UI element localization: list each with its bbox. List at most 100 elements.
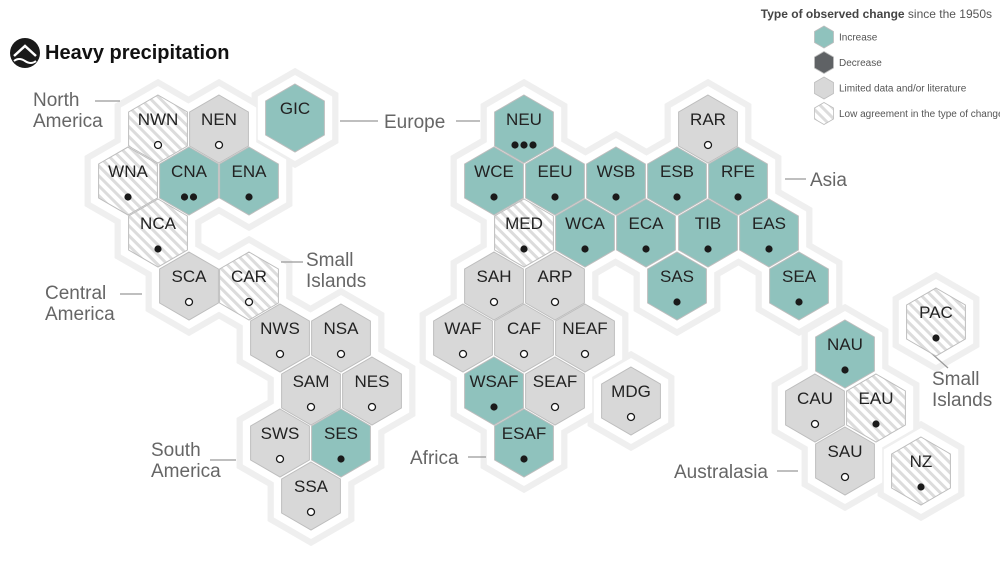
region-label-australasia: Australasia <box>674 462 768 483</box>
hex-shape <box>464 146 524 216</box>
hex-shape <box>785 373 845 443</box>
hex-code-label: WNA <box>108 162 148 181</box>
region-label-south-america: South America <box>151 440 221 482</box>
hex-shape <box>281 356 341 426</box>
hex-code-label: CAU <box>797 389 833 408</box>
hex-code-label: PAC <box>919 303 953 322</box>
hex-shape <box>219 146 279 216</box>
region-hex-sah: SAH <box>464 251 524 321</box>
confidence-marker-none <box>153 140 163 150</box>
hex-shape <box>846 373 906 443</box>
hex-shape <box>678 198 738 268</box>
region-label-small-islands-pacific: Small Islands <box>932 369 992 411</box>
region-label-asia: Asia <box>810 170 847 191</box>
hex-code-label: MDG <box>611 382 651 401</box>
region-hex-nes: NES <box>342 356 402 426</box>
hex-code-label: ENA <box>232 162 268 181</box>
region-hex-sws: SWS <box>250 408 310 478</box>
confidence-dot <box>154 245 162 253</box>
region-hex-esb: ESB <box>647 146 707 216</box>
hex-shape <box>601 366 661 436</box>
hex-shape <box>159 146 219 216</box>
hex-code-label: SAU <box>828 442 863 461</box>
hex-code-label: RAR <box>690 110 726 129</box>
legend-label: Limited data and/or literature <box>839 84 967 95</box>
region-hex-neaf: NEAF <box>555 303 615 373</box>
region-hex-nen: NEN <box>189 94 249 164</box>
region-hex-neu: NEU <box>494 94 554 164</box>
confidence-dot <box>673 298 681 306</box>
region-hex-tib: TIB <box>678 198 738 268</box>
region-label-line: South <box>151 440 201 461</box>
confidence-marker-none <box>626 412 636 422</box>
region-label-line: America <box>33 111 103 132</box>
confidence-dot <box>704 245 712 253</box>
region-label-central-america: Central America <box>45 283 115 325</box>
hex-code-label: RFE <box>721 162 755 181</box>
region-hex-sca: SCA <box>159 251 219 321</box>
confidence-marker-none <box>367 402 377 412</box>
legend: Type of observed change since the 1950s … <box>761 7 1000 125</box>
region-label-line: Small <box>306 250 354 271</box>
region-hex-seaf: SEAF <box>525 356 585 426</box>
hex-code-label: WCE <box>474 162 514 181</box>
confidence-dot <box>765 245 773 253</box>
hex-shape <box>159 251 219 321</box>
confidence-dot <box>872 420 880 428</box>
region-hex-sau: SAU <box>815 426 875 496</box>
confidence-dot <box>245 193 253 201</box>
region-label-line: Islands <box>932 390 992 411</box>
hex-code-label: NEN <box>201 110 237 129</box>
confidence-dot <box>734 193 742 201</box>
confidence-dot <box>124 193 132 201</box>
region-hex-wsaf: WSAF <box>464 356 524 426</box>
hex-shape <box>525 251 585 321</box>
confidence-dot <box>932 334 940 342</box>
region-hex-eas: EAS <box>739 198 799 268</box>
region-label-line: Small <box>932 369 980 390</box>
hex-shape <box>769 251 829 321</box>
region-label-line: North <box>33 90 79 111</box>
hex-shape <box>494 303 554 373</box>
region-hex-car: CAR <box>219 251 279 321</box>
region-label-line: Central <box>45 283 106 304</box>
region-hex-gic: GIC <box>265 83 325 153</box>
hex-code-label: ESAF <box>502 424 546 443</box>
hex-shape <box>494 408 554 478</box>
region-hex-wna: WNA <box>98 146 158 216</box>
hex-code-label: WSAF <box>469 372 518 391</box>
hex-shape <box>678 94 738 164</box>
legend-swatch <box>814 102 834 125</box>
region-hex-nau: NAU <box>815 319 875 389</box>
legend-item-decrease: Decrease <box>814 51 882 74</box>
hex-code-label: SCA <box>172 267 208 286</box>
region-hex-ena: ENA <box>219 146 279 216</box>
hex-code-label: NES <box>355 372 390 391</box>
hex-code-label: CAF <box>507 319 541 338</box>
hex-shape <box>219 251 279 321</box>
region-label-line: Australasia <box>674 462 768 483</box>
hex-code-label: EAU <box>859 389 894 408</box>
hex-code-label: ARP <box>538 267 573 286</box>
hex-code-label: NCA <box>140 214 177 233</box>
region-hex-med: MED <box>494 198 554 268</box>
confidence-marker-none <box>336 349 346 359</box>
hex-code-label: TIB <box>695 214 721 233</box>
legend-label: Low agreement in the type of change <box>839 109 1000 120</box>
confidence-dot <box>795 298 803 306</box>
hex-shape <box>265 83 325 153</box>
region-hex-eeu: EEU <box>525 146 585 216</box>
title-text: Heavy precipitation <box>45 42 230 64</box>
region-hex-nws: NWS <box>250 303 310 373</box>
hex-shape <box>189 94 249 164</box>
hex-code-label: NZ <box>910 452 933 471</box>
region-label-line: Islands <box>306 271 366 292</box>
hex-code-label: WSB <box>597 162 636 181</box>
legend-title-rest: since the 1950s <box>905 7 992 21</box>
legend-title-bold: Type of observed change <box>761 7 905 21</box>
hex-code-label: SSA <box>294 477 329 496</box>
confidence-marker-none <box>306 507 316 517</box>
hex-shape <box>815 319 875 389</box>
